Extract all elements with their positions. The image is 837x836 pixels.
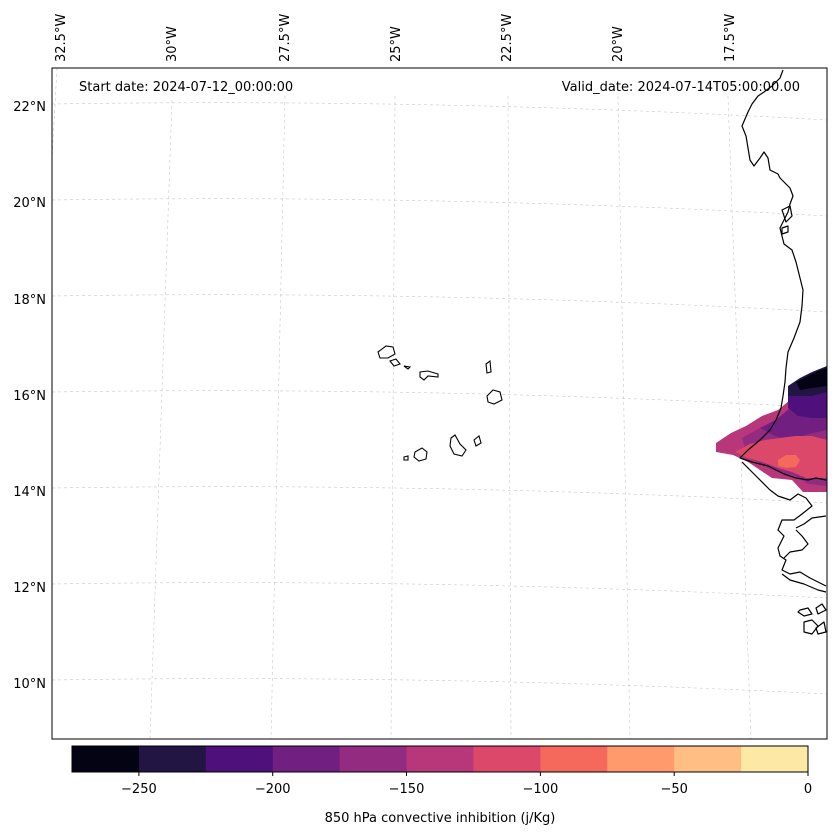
colorbar-swatch [741,746,809,772]
coastline [739,69,827,635]
lon-label-20w: 20°W [611,26,626,62]
colorbar-swatch [473,746,541,772]
lon-label-32-5w: 32.5°W [54,14,69,62]
lat-label-18n: 18°N [13,293,46,308]
cin-contours [716,366,827,492]
lon-label-17-5w: 17.5°W [723,14,738,62]
island-santiago [449,434,467,457]
cape-verde-islands [377,345,503,462]
island-santo-antao [377,345,396,359]
cin-contour-level-8 [778,455,800,468]
island-sao-nicolau [419,370,439,381]
island-boa-vista [486,389,503,405]
colorbar-tick-label: −200 [255,782,291,797]
colorbar-swatch [72,746,140,772]
island-fogo [413,447,428,462]
colorbar-swatches [72,746,809,772]
colorbar-swatch [540,746,608,772]
lat-label-12n: 12°N [13,581,46,596]
island-sal [485,359,492,374]
colorbar-frame [71,745,809,773]
colorbar-swatch [272,746,341,772]
colorbar-tick-label: −250 [121,782,157,797]
colorbar-tick-label: −50 [660,782,687,797]
lat-label-14n: 14°N [13,485,46,500]
gridlines [51,67,828,740]
colorbar-swatch [205,746,274,772]
lat-label-22n: 22°N [13,100,46,115]
colorbar-ticks [138,772,809,776]
map-frame [51,67,828,740]
colorbar-tick-label: 0 [804,782,812,797]
cin-contour-level-7 [735,436,827,478]
colorbar-swatch [138,746,207,772]
lat-label-20n: 20°N [13,196,46,211]
colorbar-title: 850 hPa convective inhibition (j/Kg) [325,811,556,826]
lon-label-27-5w: 27.5°W [278,14,293,62]
colorbar: −250 −200 −150 −100 −50 0 850 hPa convec… [71,745,812,826]
island-brava [403,455,409,461]
colorbar-swatch [406,746,474,772]
lon-label-25w: 25°W [389,26,404,62]
lon-label-30w: 30°W [165,26,180,62]
colorbar-swatch [607,746,675,772]
island-santa-luzia [403,365,412,370]
map-panel: Start date: 2024-07-12_00:00:00 Valid_da… [51,67,828,740]
island-maio [473,435,482,447]
valid-date-label: Valid_date: 2024-07-14T05:00:00.00 [562,80,800,95]
island-sao-vicente [389,358,401,367]
lat-label-16n: 16°N [13,389,46,404]
longitude-labels: 32.5°W 30°W 27.5°W 25°W 22.5°W 20°W 17.5… [54,14,738,62]
colorbar-tick-label: −100 [523,782,559,797]
start-date-label: Start date: 2024-07-12_00:00:00 [79,80,293,95]
latitude-labels: 22°N 20°N 18°N 16°N 14°N 12°N 10°N [13,100,46,692]
colorbar-tick-label: −150 [389,782,425,797]
lon-label-22-5w: 22.5°W [500,14,515,62]
colorbar-swatch [674,746,742,772]
colorbar-swatch [339,746,408,772]
lat-label-10n: 10°N [13,677,46,692]
cin-contour-level-6 [796,368,827,390]
